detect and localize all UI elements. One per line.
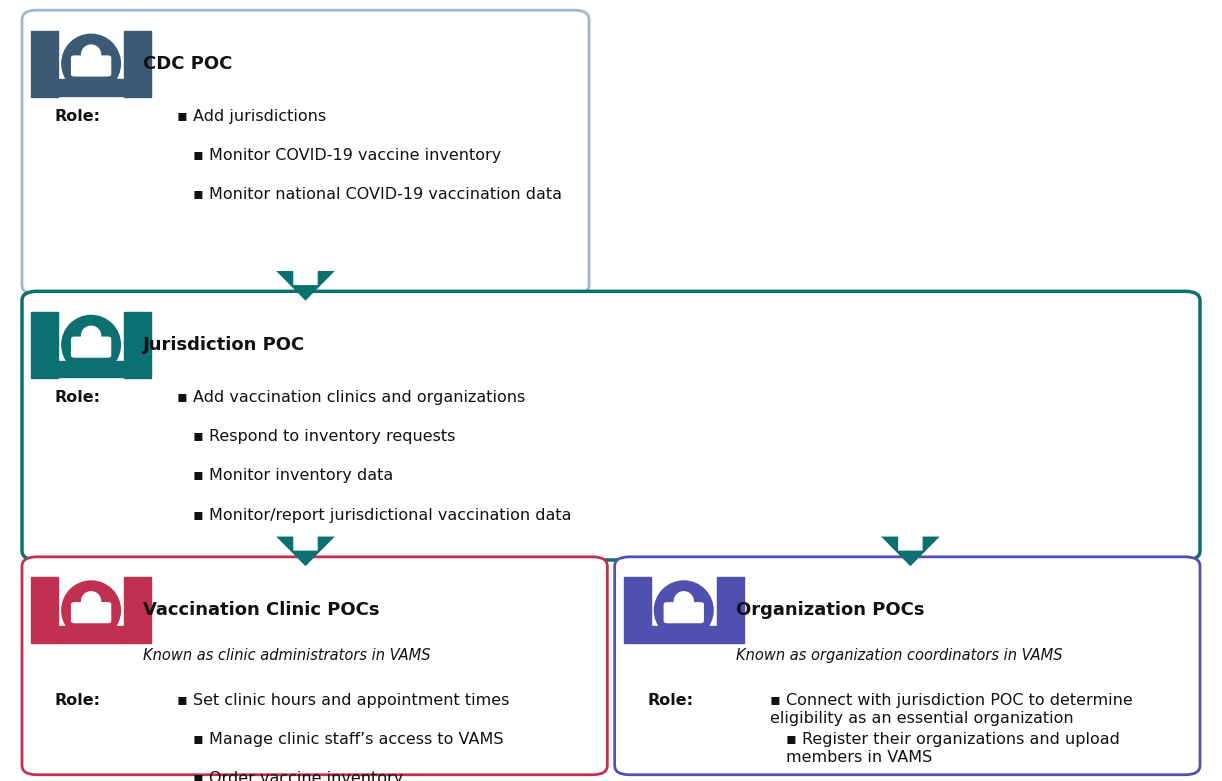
Text: ▪ Add vaccination clinics and organizations: ▪ Add vaccination clinics and organizati… xyxy=(177,390,525,405)
Text: ▪ Set clinic hours and appointment times: ▪ Set clinic hours and appointment times xyxy=(177,694,510,708)
Ellipse shape xyxy=(61,34,121,94)
Ellipse shape xyxy=(673,591,694,612)
FancyBboxPatch shape xyxy=(71,55,111,77)
Ellipse shape xyxy=(81,45,101,65)
Text: Vaccination Clinic POCs: Vaccination Clinic POCs xyxy=(143,601,380,619)
Text: Role:: Role: xyxy=(55,390,101,405)
FancyBboxPatch shape xyxy=(22,10,589,294)
Bar xyxy=(125,30,152,97)
Text: ▪ Monitor inventory data: ▪ Monitor inventory data xyxy=(193,469,393,483)
Text: Role:: Role: xyxy=(55,109,101,124)
Polygon shape xyxy=(276,537,335,566)
Bar xyxy=(717,577,744,644)
Bar xyxy=(651,626,717,643)
Bar xyxy=(59,361,125,377)
FancyBboxPatch shape xyxy=(664,602,704,623)
Ellipse shape xyxy=(81,326,101,346)
FancyBboxPatch shape xyxy=(615,557,1200,775)
Text: ▪ Register their organizations and upload
members in VAMS: ▪ Register their organizations and uploa… xyxy=(786,733,1119,765)
Text: Known as organization coordinators in VAMS: Known as organization coordinators in VA… xyxy=(736,648,1062,663)
FancyBboxPatch shape xyxy=(22,557,607,775)
Bar xyxy=(125,577,152,644)
Bar xyxy=(59,626,125,643)
Text: Organization POCs: Organization POCs xyxy=(736,601,924,619)
Ellipse shape xyxy=(654,580,714,640)
Text: ▪ Connect with jurisdiction POC to determine
eligibility as an essential organiz: ▪ Connect with jurisdiction POC to deter… xyxy=(770,694,1133,726)
FancyBboxPatch shape xyxy=(71,602,111,623)
Bar xyxy=(31,312,59,378)
Ellipse shape xyxy=(81,591,101,612)
Text: CDC POC: CDC POC xyxy=(143,55,232,73)
FancyBboxPatch shape xyxy=(22,291,1200,560)
Text: ▪ Order vaccine inventory: ▪ Order vaccine inventory xyxy=(193,772,403,781)
Text: Known as clinic administrators in VAMS: Known as clinic administrators in VAMS xyxy=(143,648,430,663)
Text: Role:: Role: xyxy=(648,694,694,708)
Text: Role:: Role: xyxy=(55,694,101,708)
Text: ▪ Monitor/report jurisdictional vaccination data: ▪ Monitor/report jurisdictional vaccinat… xyxy=(193,508,572,522)
Text: ▪ Monitor COVID-19 vaccine inventory: ▪ Monitor COVID-19 vaccine inventory xyxy=(193,148,501,163)
Bar xyxy=(31,577,59,644)
Text: ▪ Add jurisdictions: ▪ Add jurisdictions xyxy=(177,109,326,124)
Bar xyxy=(31,30,59,97)
Text: ▪ Manage clinic staff’s access to VAMS: ▪ Manage clinic staff’s access to VAMS xyxy=(193,733,503,747)
Ellipse shape xyxy=(61,580,121,640)
Text: ▪ Respond to inventory requests: ▪ Respond to inventory requests xyxy=(193,430,456,444)
Text: ▪ Monitor national COVID-19 vaccination data: ▪ Monitor national COVID-19 vaccination … xyxy=(193,187,562,202)
Bar xyxy=(125,312,152,378)
Bar xyxy=(59,80,125,96)
FancyBboxPatch shape xyxy=(71,337,111,358)
Ellipse shape xyxy=(61,315,121,375)
Polygon shape xyxy=(881,537,940,566)
Bar xyxy=(623,577,651,644)
Text: Jurisdiction POC: Jurisdiction POC xyxy=(143,336,306,354)
Polygon shape xyxy=(276,271,335,301)
